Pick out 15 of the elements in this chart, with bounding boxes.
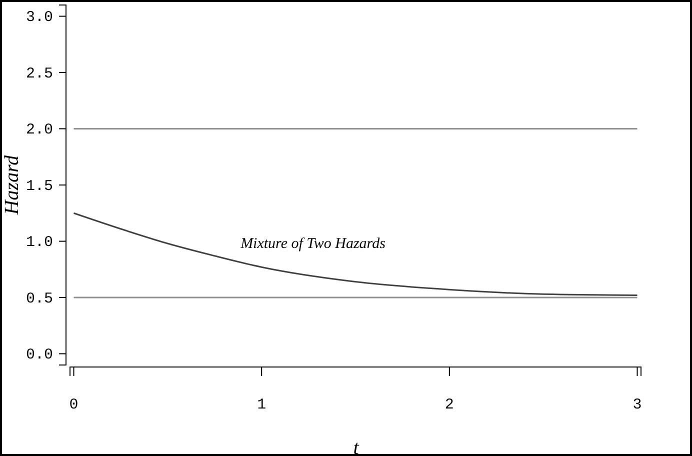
y-tick-label: 2.5 (26, 65, 53, 82)
y-tick-label: 1.0 (26, 234, 53, 252)
annotation: Mixture of Two Hazards (240, 236, 386, 252)
y-tick-label: 0.5 (26, 290, 53, 308)
x-tick-label: 0 (69, 396, 78, 414)
y-tick-label: 1.5 (26, 178, 53, 195)
x-tick-label: 1 (257, 396, 266, 414)
x-tick-label: 3 (632, 396, 642, 414)
y-tick-label: 3.0 (26, 9, 53, 26)
line-series (73, 212, 638, 296)
y-axis-title: Hazard (1, 154, 23, 216)
x-axis-title: t (353, 437, 360, 456)
x-tick-label: 2 (444, 396, 454, 414)
y-tick-label: 0.0 (26, 346, 53, 364)
y-tick-label: 2.0 (26, 122, 53, 139)
